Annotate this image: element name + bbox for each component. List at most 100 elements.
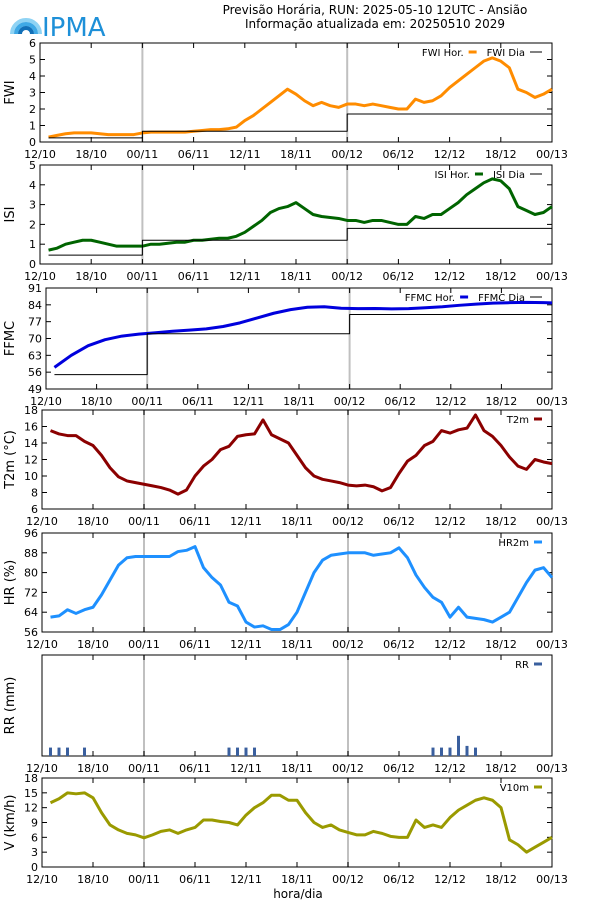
- x-tick-label: 00/12: [332, 873, 364, 886]
- y-tick-label: 1: [29, 120, 36, 133]
- y-tick-label: 14: [24, 437, 38, 450]
- x-tick-label: 06/12: [383, 148, 415, 161]
- x-tick-label: 12/10: [24, 270, 56, 283]
- y-tick-label: 96: [24, 527, 38, 540]
- x-tick-label: 06/11: [179, 873, 211, 886]
- x-tick-label: 00/13: [536, 148, 568, 161]
- rain-bar: [244, 747, 248, 756]
- x-tick-label: 00/13: [536, 395, 568, 408]
- y-axis-label: RR (mm): [3, 677, 18, 735]
- x-tick-label: 18/12: [486, 395, 518, 408]
- x-tick-label: 18/12: [485, 148, 517, 161]
- rain-bar: [465, 745, 469, 756]
- legend-label: FWI Hor.: [422, 48, 464, 59]
- x-tick-label: 00/12: [332, 762, 364, 775]
- y-tick-label: 15: [24, 787, 38, 800]
- y-axis-label: HR (%): [3, 560, 18, 605]
- y-tick-label: 64: [24, 606, 38, 619]
- y-axis-label: T2m (°C): [3, 430, 18, 490]
- rain-bar: [227, 747, 231, 756]
- x-tick-label: 12/11: [230, 762, 262, 775]
- x-tick-label: 06/11: [179, 762, 211, 775]
- x-tick-label: 06/11: [178, 270, 210, 283]
- panel-1: 0 1 2 3 4 5 12/10 18/10 00/11 06/11 12/11 18/11 00/1…: [3, 159, 568, 283]
- x-tick-label: 18/10: [81, 395, 113, 408]
- x-tick-label: 18/11: [283, 395, 315, 408]
- ipma-logo: IPMA: [10, 13, 106, 43]
- rain-bar: [474, 747, 477, 756]
- x-tick-label: 00/11: [127, 270, 159, 283]
- y-axis-label: V (km/h): [3, 795, 18, 851]
- x-tick-label: 18/11: [280, 270, 312, 283]
- x-tick-label: 12/10: [24, 148, 56, 161]
- x-tick-label: 12/11: [230, 873, 262, 886]
- x-tick-label: 18/11: [281, 873, 313, 886]
- x-tick-label: 12/11: [229, 148, 261, 161]
- y-tick-label: 88: [24, 547, 38, 560]
- y-tick-label: 84: [28, 299, 42, 312]
- legend-label: RR: [515, 660, 529, 671]
- x-tick-label: 00/11: [128, 762, 160, 775]
- x-tick-label: 12/11: [229, 270, 261, 283]
- x-tick-label: 06/12: [383, 762, 415, 775]
- plot-frame: [39, 164, 553, 265]
- x-tick-label: 18/12: [485, 638, 517, 651]
- x-tick-label: 00/12: [331, 148, 363, 161]
- x-tick-label: 18/10: [77, 638, 109, 651]
- series-line-0: [49, 791, 553, 854]
- series-line-0: [53, 300, 553, 369]
- x-tick-label: 12/10: [26, 873, 58, 886]
- legend-label: HR2m: [498, 538, 529, 549]
- x-tick-label: 18/11: [280, 148, 312, 161]
- y-tick-label: 5: [29, 159, 36, 172]
- y-tick-label: 80: [24, 567, 38, 580]
- x-tick-label: 12/11: [233, 395, 265, 408]
- x-tick-label: 00/11: [128, 638, 160, 651]
- y-axis-label: FWI: [3, 80, 18, 104]
- legend-label: FFMC Dia: [478, 293, 525, 304]
- x-tick-label: 06/11: [178, 148, 210, 161]
- x-tick-label: 12/11: [230, 515, 262, 528]
- x-tick-label: 12/10: [26, 515, 58, 528]
- panel-4: 56 64 72 80 88 96 12/10 18/10 00/11 06/11 12/11 18/…: [3, 527, 568, 651]
- panel-5: 12/10 18/10 00/11 06/11 12/11 18/11 00/12 06/12…: [3, 654, 568, 775]
- x-tick-label: 06/12: [383, 873, 415, 886]
- y-tick-label: 10: [24, 470, 38, 483]
- x-tick-label: 00/13: [536, 762, 568, 775]
- y-tick-label: 16: [24, 421, 38, 434]
- x-tick-label: 12/12: [434, 638, 466, 651]
- x-tick-label: 00/12: [332, 638, 364, 651]
- y-tick-label: 5: [29, 54, 36, 67]
- y-tick-label: 0: [31, 861, 38, 874]
- x-tick-label: 18/10: [77, 515, 109, 528]
- x-tick-label: 18/11: [281, 638, 313, 651]
- x-tick-label: 00/12: [331, 270, 363, 283]
- x-axis-label: hora/dia: [273, 887, 323, 900]
- x-tick-label: 18/11: [281, 515, 313, 528]
- x-tick-label: 00/13: [536, 873, 568, 886]
- logo-text: IPMA: [42, 13, 106, 43]
- y-tick-label: 6: [31, 831, 38, 844]
- y-tick-label: 6: [29, 37, 36, 50]
- legend-label: ISI Dia: [493, 170, 525, 181]
- y-tick-label: 18: [24, 404, 38, 417]
- x-tick-label: 06/11: [182, 395, 214, 408]
- x-tick-label: 00/11: [128, 873, 160, 886]
- plot-frame: [41, 777, 553, 868]
- y-tick-label: 12: [24, 454, 38, 467]
- rain-bar: [83, 747, 86, 756]
- x-tick-label: 18/11: [281, 762, 313, 775]
- x-tick-label: 12/12: [434, 762, 466, 775]
- x-tick-label: 06/11: [179, 638, 211, 651]
- rain-bar: [49, 747, 52, 756]
- x-tick-label: 06/12: [384, 395, 416, 408]
- panel-0: 0 1 2 3 4 5 6 12/10 18/10 00/11 06/11 12/11 18/11 00/…: [3, 37, 568, 161]
- legend-label: T2m: [506, 415, 529, 426]
- rain-bar: [66, 747, 69, 756]
- y-tick-label: 3: [29, 199, 36, 212]
- x-tick-label: 00/13: [536, 270, 568, 283]
- x-tick-label: 00/11: [128, 515, 160, 528]
- legend-label: V10m: [500, 783, 529, 794]
- y-tick-label: 3: [29, 87, 36, 100]
